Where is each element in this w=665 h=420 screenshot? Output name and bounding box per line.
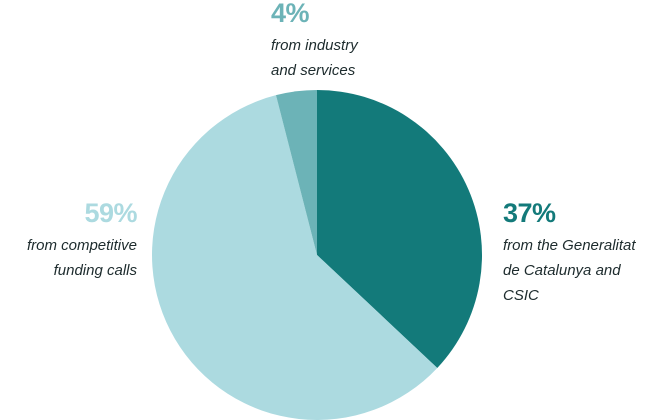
pie-slices <box>152 90 482 420</box>
slice-label-generalitat: 37% from the Generalitat de Catalunya an… <box>503 200 636 308</box>
description-line: funding calls <box>53 262 137 279</box>
description-line: from competitive <box>26 237 137 254</box>
slice-percent-competitive: 59% <box>84 198 137 228</box>
slice-label-industry: 4% from industry and services <box>271 0 358 83</box>
description-line: de Catalunya and <box>503 262 621 279</box>
slice-percent-generalitat: 37% <box>503 198 556 228</box>
slice-label-competitive: 59% from competitive funding calls <box>27 198 138 283</box>
slice-percent-industry: 4% <box>271 0 310 28</box>
slice-description-competitive: from competitive funding calls <box>27 233 137 283</box>
description-line: and services <box>271 62 356 79</box>
pie-slice-ind <box>275 90 317 255</box>
pie-slice-comp <box>152 95 438 420</box>
pie-slice-gov <box>317 90 482 368</box>
slice-description-industry: from industry and services <box>271 33 358 83</box>
description-line: from industry <box>271 37 358 54</box>
description-line: CSIC <box>503 287 539 304</box>
description-line: from the Generalitat <box>503 237 636 254</box>
slice-description-generalitat: from the Generalitat de Catalunya and CS… <box>503 233 636 308</box>
